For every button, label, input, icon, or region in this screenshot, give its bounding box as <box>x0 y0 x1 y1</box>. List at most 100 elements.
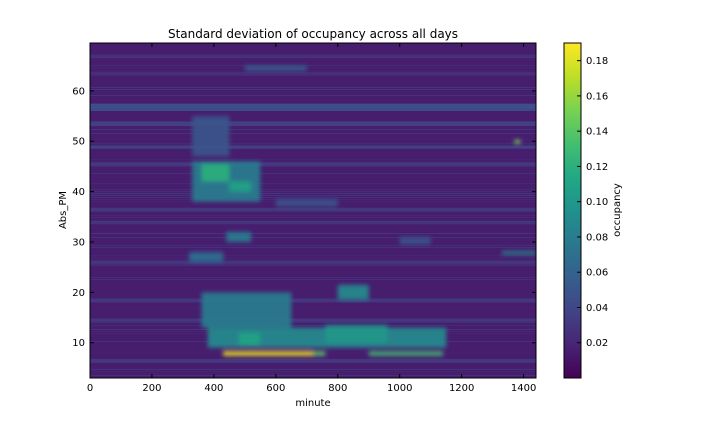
heatmap-hotspot <box>201 292 292 328</box>
heatmap-hotspot <box>238 332 261 346</box>
x-tick-label: 1400 <box>511 383 536 394</box>
y-axis-label: Abs_PM <box>58 191 69 229</box>
x-tick-label: 0 <box>87 383 93 394</box>
colorbar-tick-label: 0.14 <box>586 127 608 138</box>
heatmap-plot-area <box>90 43 536 378</box>
heatmap-band <box>90 162 536 167</box>
heatmap-row <box>90 109 536 110</box>
heatmap-row <box>90 265 536 266</box>
heatmap-row <box>90 161 536 162</box>
heatmap-hotspot <box>229 181 252 192</box>
heatmap-hotspot <box>223 351 313 356</box>
heatmap-row <box>90 237 536 238</box>
heatmap-band <box>90 220 536 225</box>
heatmap-row <box>90 277 536 278</box>
heatmap-row <box>90 245 536 246</box>
heatmap-hotspot <box>201 163 230 182</box>
heatmap-row <box>90 103 536 104</box>
heatmap-row <box>90 247 536 248</box>
heatmap-row <box>90 261 536 262</box>
colorbar-tick-label: 0.08 <box>586 232 608 243</box>
x-axis-label: minute <box>295 398 330 409</box>
x-tick-label: 800 <box>328 383 347 394</box>
heatmap-band <box>90 318 536 323</box>
x-tick-label: 1200 <box>449 383 474 394</box>
x-axis: 0 200 400 600 800 1000 1200 1400 <box>87 43 536 394</box>
heatmap-row <box>90 259 536 260</box>
x-tick-label: 400 <box>204 383 223 394</box>
heatmap-row <box>90 95 536 96</box>
heatmap-band <box>90 121 536 127</box>
heatmap-row <box>90 371 536 372</box>
heatmap-row <box>90 145 536 146</box>
heatmap-background-bands <box>90 54 536 363</box>
heatmap-row <box>90 101 536 102</box>
heatmap-hotspot <box>313 351 326 356</box>
colorbar-tick-label: 0.06 <box>586 268 608 279</box>
heatmap-row <box>90 369 536 370</box>
heatmap-row <box>90 233 536 234</box>
heatmap-row <box>90 279 536 280</box>
heatmap-row <box>90 79 536 80</box>
heatmap-row <box>90 193 536 194</box>
heatmap-hotspot <box>226 231 252 242</box>
chart-title: Standard deviation of occupancy across a… <box>168 27 458 41</box>
heatmap-row <box>90 321 536 322</box>
heatmap-band <box>90 144 536 149</box>
heatmap-row <box>90 361 536 362</box>
colorbar-tick-label: 0.10 <box>586 197 608 208</box>
y-tick-label: 40 <box>72 187 85 198</box>
heatmap-band <box>90 207 536 212</box>
heatmap-hotspot <box>192 116 230 157</box>
heatmap-row <box>90 121 536 122</box>
plot-frame <box>89 42 537 379</box>
heatmap-row <box>90 89 536 90</box>
heatmap-hotspot <box>325 325 388 343</box>
heatmap-row <box>90 257 536 258</box>
heatmap-hotspot <box>399 236 431 245</box>
colorbar-tick-label: 0.18 <box>586 56 608 67</box>
heatmap-row <box>90 299 536 300</box>
heatmap-row <box>90 183 536 184</box>
heatmap-band <box>90 358 536 363</box>
heatmap-band <box>90 298 536 303</box>
colorbar-tick-label: 0.04 <box>586 303 608 314</box>
heatmap-row <box>90 57 536 58</box>
heatmap-hotspot <box>189 252 224 263</box>
heatmap-row <box>90 67 536 68</box>
heatmap-band <box>90 260 536 265</box>
heatmap-row <box>90 215 536 216</box>
colorbar-ticks: 0.02 0.04 0.06 0.08 0.10 0.12 0.14 0.16 0.18 <box>577 56 608 349</box>
colorbar-label: occupancy <box>612 183 623 237</box>
y-tick-label: 60 <box>72 86 85 97</box>
heatmap-row <box>90 75 536 76</box>
heatmap-hotspot <box>337 284 369 300</box>
heatmap-row <box>90 227 536 228</box>
heatmap-row <box>90 139 536 140</box>
heatmap-row <box>90 255 536 256</box>
colorbar-gradient <box>563 42 582 379</box>
heatmap-hotspot <box>275 199 338 207</box>
heatmap-row <box>90 375 536 376</box>
heatmap-row <box>90 189 536 190</box>
heatmap-row <box>90 143 536 144</box>
y-tick-label: 50 <box>72 137 85 148</box>
heatmap-row <box>90 65 536 66</box>
y-tick-label: 20 <box>72 288 85 299</box>
heatmap-row <box>90 191 536 192</box>
heatmap-hotspot <box>244 65 307 71</box>
heatmap-row <box>90 163 536 164</box>
x-tick-label: 600 <box>266 383 285 394</box>
heatmap-hotspots <box>189 65 536 356</box>
heatmap-row <box>90 129 536 130</box>
colorbar: 0.02 0.04 0.06 0.08 0.10 0.12 0.14 0.16 0.18 occ… <box>563 42 623 379</box>
colorbar-tick-label: 0.12 <box>586 162 608 173</box>
y-tick-label: 10 <box>72 338 85 349</box>
heatmap-band <box>90 103 536 112</box>
y-tick-label: 30 <box>72 237 85 248</box>
x-tick-label: 1000 <box>387 383 412 394</box>
heatmap-row <box>90 325 536 326</box>
heatmap-row <box>90 197 536 198</box>
heatmap-row <box>90 221 536 222</box>
